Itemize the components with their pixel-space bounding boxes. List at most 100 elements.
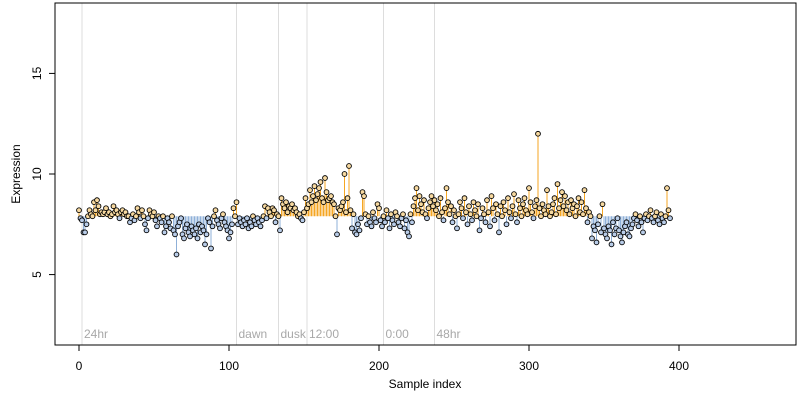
data-point [343,209,349,216]
data-point [667,215,673,222]
data-point [388,211,394,218]
data-point [95,203,102,210]
data-point [332,213,339,220]
data-point [316,185,322,191]
data-point [548,209,555,216]
data-point [169,213,175,220]
data-point [193,225,199,232]
data-point [578,199,585,206]
x-axis: 0 100 200 300 400 [76,345,689,373]
data-point [478,215,484,222]
data-point [299,217,306,224]
data-point [427,199,433,206]
data-point [89,213,96,220]
data-point [275,213,282,220]
data-point [301,209,307,216]
data-point [412,195,418,201]
data-point [377,217,384,224]
data-point [242,221,249,228]
data-point [496,229,502,236]
data-point [446,211,453,218]
data-point [572,213,579,220]
y-tick-label: 10 [30,167,44,181]
data-point [560,203,567,210]
data-point [344,195,351,201]
data-point [488,193,495,199]
data-point [341,171,348,177]
x-tick-label: 100 [219,359,239,373]
data-point [529,209,535,216]
data-point [184,221,190,228]
data-point [353,231,360,238]
data-point [401,225,408,232]
data-point [272,219,279,226]
data-point [152,217,159,224]
y-axis: 5 10 15 [30,66,55,278]
data-point [484,197,490,204]
marker-label: 48hr [437,327,461,341]
data-point [479,205,486,212]
data-point [143,227,150,234]
data-point [497,203,504,210]
data-point [608,241,615,248]
marker-label: 24hr [84,327,108,341]
data-point [358,215,364,222]
data-point [415,207,421,214]
data-point [413,185,420,191]
data-point [440,217,447,224]
x-tick-label: 400 [669,359,689,373]
data-point [515,197,522,204]
data-point [508,215,514,222]
data-point [514,219,520,226]
data-point [407,211,414,218]
data-point [563,207,570,214]
data-point [616,227,622,234]
data-point [284,209,291,216]
data-point [181,235,187,242]
x-tick-label: 0 [76,359,83,373]
data-point [307,187,313,193]
data-point [227,229,234,236]
data-point [322,175,328,181]
data-point [421,197,427,204]
data-point [535,130,541,137]
data-point [133,213,139,220]
data-point [568,197,574,204]
data-point [490,205,496,212]
data-point [278,195,285,201]
data-point [530,215,537,222]
data-point [400,211,406,218]
data-point [610,219,616,226]
y-tick-label: 15 [30,66,44,80]
data-point [428,193,435,199]
data-point [334,231,340,238]
data-point [431,197,438,204]
data-point [154,223,160,230]
data-point [511,191,517,197]
data-point [140,213,147,220]
data-point [614,215,621,222]
plot-frame [54,2,797,346]
data-point [208,245,214,252]
data-point [271,207,277,214]
data-point [472,207,478,214]
data-point [202,241,208,248]
data-point [211,213,217,220]
data-point [653,209,660,216]
data-point [640,229,646,236]
data-point [410,203,417,210]
data-point [487,223,493,230]
data-point [385,215,391,222]
data-point [623,219,630,226]
data-point [139,207,145,214]
segments [78,133,671,255]
data-point [302,195,309,201]
data-point [556,205,562,212]
data-point [554,181,561,187]
data-point [620,229,627,236]
data-point [545,203,552,210]
data-point [533,197,540,204]
data-point [145,215,151,222]
data-point [229,221,235,228]
